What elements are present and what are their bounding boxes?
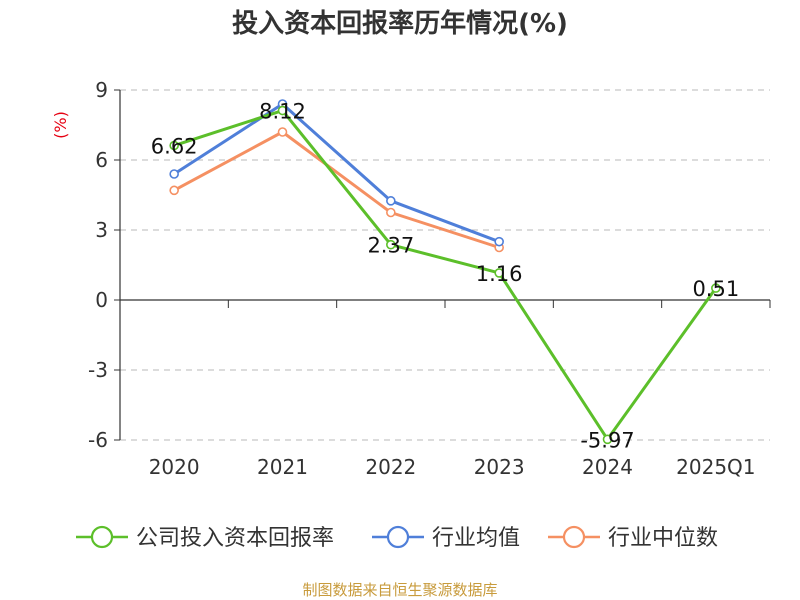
legend: 公司投入资本回报率 行业均值 行业中位数	[76, 525, 718, 551]
x-tick-label: 2022	[365, 455, 416, 479]
legend-item: 公司投入资本回报率	[76, 525, 334, 551]
y-tick-label: -6	[88, 428, 108, 452]
data-point	[386, 207, 396, 218]
data-point	[386, 196, 396, 206]
x-tick-label: 2021	[257, 455, 308, 479]
data-labels: 6.62 8.12 2.37 1.16 -5.97 0.51	[151, 100, 739, 453]
series-line	[173, 102, 500, 244]
series-line	[173, 109, 718, 441]
y-tick-label: 3	[95, 218, 108, 242]
y-tick-label: 0	[95, 288, 108, 312]
data-label: 0.51	[692, 277, 739, 301]
axes	[114, 89, 771, 441]
data-point	[494, 268, 504, 278]
data-label: 1.16	[476, 262, 523, 286]
series-line	[173, 130, 500, 249]
legend-label: 公司投入资本回报率	[136, 526, 334, 551]
series-lines	[169, 99, 721, 445]
chart-title: 投入资本回报率历年情况(%)	[232, 8, 568, 39]
data-point	[169, 185, 179, 196]
data-label: -5.97	[580, 428, 634, 452]
legend-marker	[90, 525, 114, 549]
data-label: 8.12	[259, 100, 306, 124]
legend-item: 行业均值	[372, 525, 520, 551]
legend-marker	[562, 525, 586, 549]
data-point	[169, 169, 179, 179]
data-label: 2.37	[367, 234, 414, 258]
y-tick-label: -3	[88, 358, 108, 382]
x-tick-label: 2025Q1	[676, 455, 755, 479]
data-point	[711, 283, 721, 293]
legend-item: 行业中位数	[548, 525, 718, 551]
data-point	[277, 127, 288, 137]
tick-labels: 9 6 3 0 -3 -6 2020 2021 2022 2023 2024 2025Q1	[88, 78, 755, 479]
legend-marker	[386, 525, 410, 549]
y-tick-label: 6	[95, 148, 108, 172]
x-tick-label: 2023	[474, 455, 525, 479]
legend-label: 行业均值	[432, 526, 520, 551]
data-point	[277, 105, 288, 116]
y-axis-label: (%)	[51, 111, 70, 139]
grid-lines	[120, 89, 770, 441]
data-point	[602, 434, 613, 445]
source-note: 制图数据来自恒生聚源数据库	[302, 581, 497, 599]
data-point	[494, 236, 504, 247]
data-label: 6.62	[151, 135, 198, 159]
data-point	[169, 140, 179, 151]
y-tick-label: 9	[95, 78, 108, 102]
x-tick-label: 2024	[582, 455, 633, 479]
x-tick-label: 2020	[149, 455, 200, 479]
data-point	[386, 239, 396, 250]
legend-label: 行业中位数	[608, 526, 718, 551]
